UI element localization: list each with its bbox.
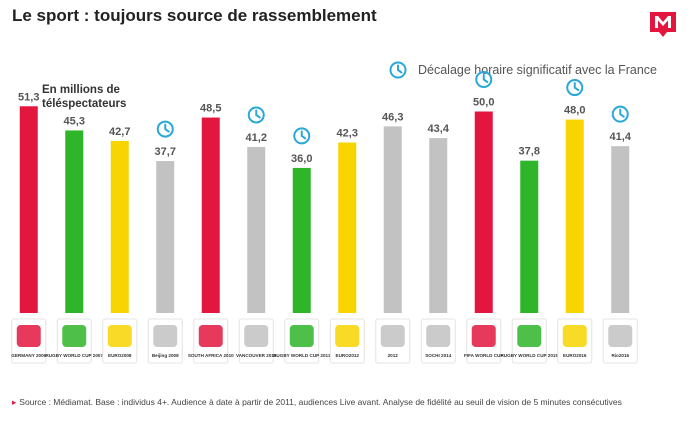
clock-icon bbox=[156, 120, 174, 138]
clock-icon bbox=[293, 127, 311, 145]
data-label: 51,3 bbox=[18, 91, 39, 103]
clock-icon bbox=[475, 71, 493, 88]
data-label: 36,0 bbox=[291, 153, 312, 165]
bar bbox=[201, 117, 220, 313]
clock-icon bbox=[566, 79, 584, 97]
logo-caption: SOUTH AFRICA 2010 bbox=[188, 353, 234, 358]
logo-emblem bbox=[244, 325, 269, 347]
logo-emblem bbox=[471, 325, 496, 347]
logo-emblem bbox=[335, 325, 360, 347]
bar bbox=[156, 161, 175, 313]
logo-caption: EURO2012 bbox=[336, 353, 360, 358]
logo-caption: Beijing 2008 bbox=[152, 353, 179, 358]
logo-emblem bbox=[426, 325, 451, 347]
bar bbox=[474, 111, 493, 313]
data-label: 48,5 bbox=[200, 103, 221, 115]
logo-emblem bbox=[198, 325, 223, 347]
clock-icon bbox=[389, 61, 407, 79]
logo-emblem bbox=[153, 325, 178, 347]
logo-caption: RUGBY WORLD CUP 2011 bbox=[273, 353, 331, 358]
data-label: 48,0 bbox=[564, 105, 585, 117]
logo-emblem bbox=[289, 325, 314, 347]
logo-caption: Rio2016 bbox=[611, 353, 629, 358]
bar bbox=[338, 142, 357, 313]
data-label: 42,7 bbox=[109, 126, 130, 138]
bar bbox=[611, 146, 630, 313]
logo-emblem bbox=[608, 325, 633, 347]
bullet-icon: ▸ bbox=[12, 397, 17, 407]
bar bbox=[110, 140, 129, 313]
data-label: 41,2 bbox=[246, 132, 267, 144]
data-label: 37,7 bbox=[155, 146, 176, 158]
bar bbox=[520, 160, 539, 313]
bar bbox=[292, 167, 311, 313]
brand-logo bbox=[650, 12, 676, 37]
source-text: Source : Médiamat. Base : individus 4+. … bbox=[19, 397, 622, 407]
logo-caption: EURO2016 bbox=[563, 353, 587, 358]
data-label: 41,4 bbox=[610, 131, 632, 143]
unit-label: En millions de téléspectateurs bbox=[42, 84, 127, 110]
logo-emblem bbox=[562, 325, 587, 347]
clock-icon bbox=[247, 106, 265, 124]
logo-emblem bbox=[107, 325, 132, 347]
logo-caption: RUGBY WORLD CUP 2007 bbox=[45, 353, 103, 358]
bar bbox=[65, 130, 84, 313]
page-title: Le sport : toujours source de rassemblem… bbox=[12, 6, 377, 25]
logo-emblem bbox=[62, 325, 87, 347]
logo-emblem bbox=[517, 325, 542, 347]
data-label: 43,4 bbox=[428, 123, 450, 135]
bar bbox=[247, 146, 266, 313]
bar-chart: 51,3 GERMANY 2006 45,3 RUGBY WORLD CUP 2007… bbox=[11, 71, 638, 364]
data-label: 46,3 bbox=[382, 111, 403, 123]
logo-caption: 2012 bbox=[388, 353, 399, 358]
logo-caption: EURO2008 bbox=[108, 353, 132, 358]
logo-emblem bbox=[380, 325, 405, 347]
logo-caption: FIFA WORLD CUP bbox=[464, 353, 503, 358]
logo-caption: RUGBY WORLD CUP 2015 bbox=[500, 353, 558, 358]
bar bbox=[19, 106, 38, 313]
logo-emblem bbox=[16, 325, 41, 347]
bar bbox=[565, 119, 584, 313]
logo-caption: SOCHI 2014 bbox=[425, 353, 451, 358]
logo-caption: GERMANY 2006 bbox=[11, 353, 46, 358]
data-label: 50,0 bbox=[473, 97, 494, 109]
source-note: ▸ Source : Médiamat. Base : individus 4+.… bbox=[12, 397, 672, 408]
logo-caption: VANCOUVER 2010 bbox=[236, 353, 277, 358]
bar bbox=[429, 138, 448, 313]
data-label: 45,3 bbox=[64, 115, 85, 127]
bar bbox=[383, 126, 402, 313]
data-label: 42,3 bbox=[337, 128, 358, 140]
clock-icon bbox=[611, 105, 629, 123]
data-label: 37,8 bbox=[519, 146, 540, 158]
